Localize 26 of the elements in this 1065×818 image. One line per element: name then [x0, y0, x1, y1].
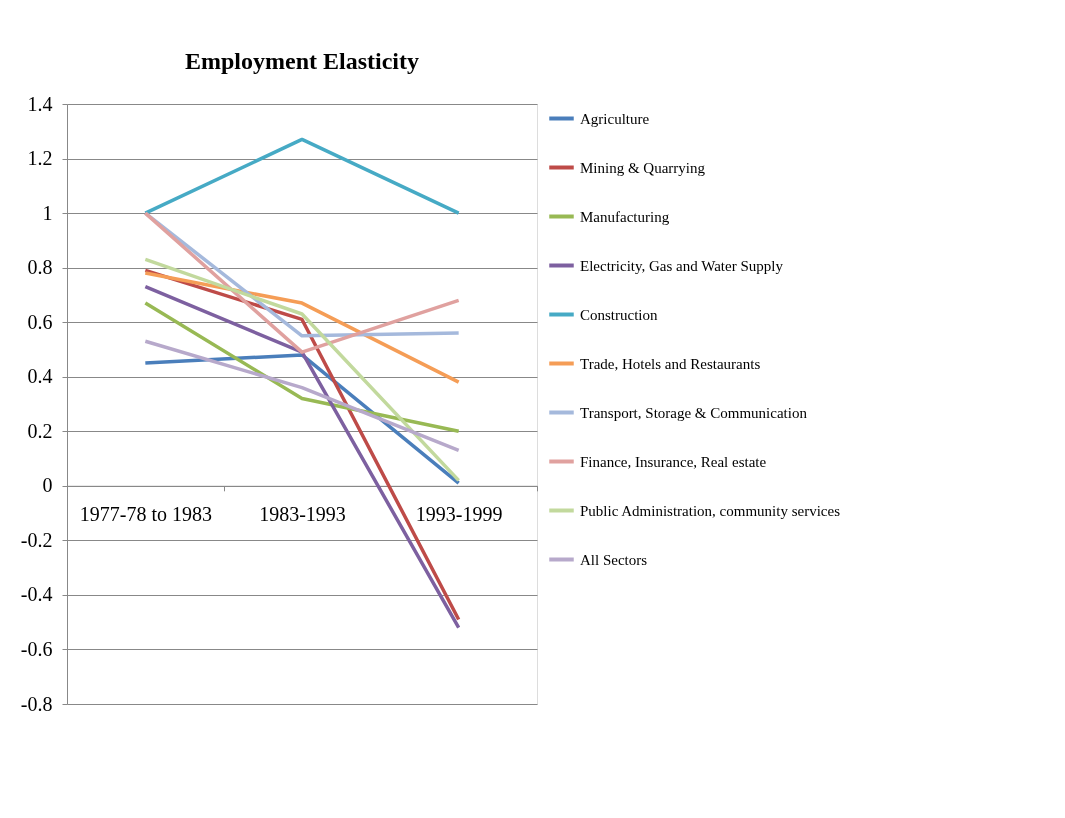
y-tick-label: 0.8: [27, 256, 53, 279]
y-tick-label: 1.4: [27, 92, 53, 115]
chart-title: Employment Elasticity: [185, 48, 419, 74]
y-tick-label: 0.2: [27, 419, 53, 442]
y-tick-label: 1.2: [27, 147, 53, 170]
x-tick-label: 1983-1993: [259, 503, 346, 526]
legend-label: Transport, Storage & Communication: [580, 404, 808, 421]
y-tick-label: 0: [42, 474, 53, 497]
y-tick-label: -0.2: [20, 528, 53, 551]
y-tick-label: 1: [42, 201, 53, 224]
x-tick-label: 1993-1999: [415, 503, 503, 526]
legend-label: Construction: [580, 306, 658, 323]
legend-label: Agriculture: [580, 110, 650, 127]
legend-label: Manufacturing: [580, 208, 670, 225]
legend-label: Electricity, Gas and Water Supply: [580, 257, 784, 274]
legend-label: Finance, Insurance, Real estate: [580, 453, 767, 470]
legend-label: All Sectors: [580, 551, 648, 568]
y-tick-label: 0.4: [27, 365, 53, 388]
y-tick-label: 0.6: [27, 310, 53, 333]
x-tick-label: 1977-78 to 1983: [79, 503, 212, 526]
legend-label: Mining & Quarrying: [580, 159, 706, 176]
y-tick-label: -0.8: [20, 692, 53, 715]
legend-label: Public Administration, community services: [580, 502, 841, 519]
legend-label: Trade, Hotels and Restaurants: [580, 355, 761, 372]
y-tick-label: -0.6: [20, 637, 53, 660]
y-tick-label: -0.4: [20, 583, 53, 606]
